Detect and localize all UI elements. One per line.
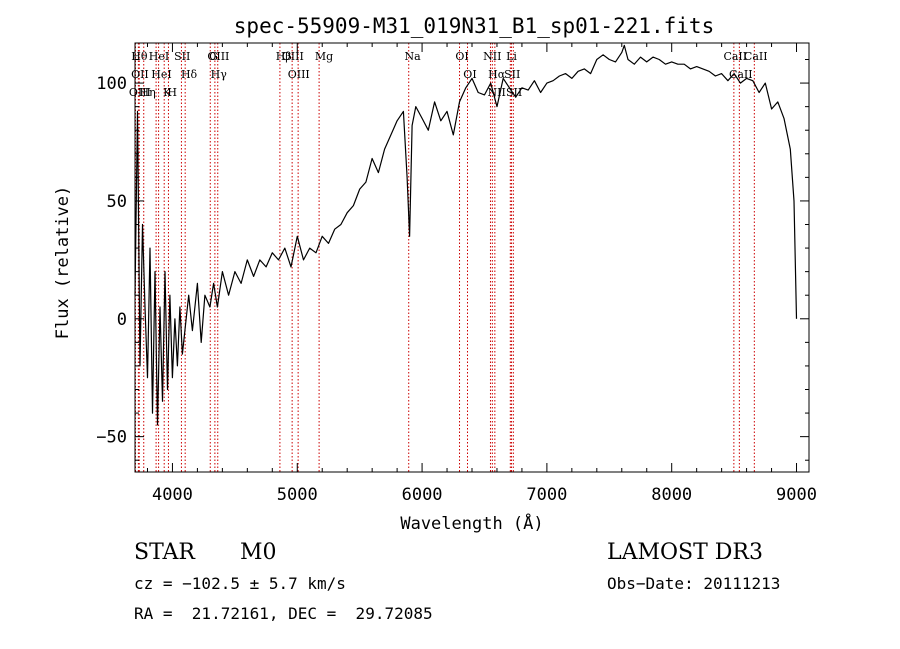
line-label: SII — [504, 68, 520, 81]
line-label: OIII — [129, 86, 151, 99]
line-label: H — [167, 86, 177, 99]
line-label: HeI — [151, 68, 171, 81]
plot-frame — [134, 42, 810, 473]
line-label: CaII — [723, 50, 747, 63]
line-label: OII — [131, 68, 149, 81]
y-tick-label: −50 — [96, 428, 127, 448]
line-label: Hγ — [211, 68, 228, 81]
x-tick-label: 4000 — [152, 485, 193, 505]
y-tick-label: 100 — [96, 74, 127, 94]
x-tick-label: 6000 — [402, 485, 443, 505]
line-label: CaII — [729, 68, 753, 81]
line-label: NII — [488, 86, 506, 99]
line-label: OI — [455, 50, 468, 63]
coordinates: RA = 21.72161, DEC = 29.72085 — [134, 604, 433, 623]
object-class: STAR — [134, 540, 195, 565]
line-label: Hη — [140, 86, 156, 99]
line-label: Na — [405, 50, 422, 63]
line-label: CaII — [744, 50, 768, 63]
line-label: NII — [483, 50, 501, 63]
y-tick-label: 50 — [107, 192, 127, 212]
line-label: Hα — [488, 68, 506, 81]
line-label: HeI — [149, 50, 169, 63]
line-label: Hθ — [131, 50, 148, 63]
object-subclass: M0 — [240, 540, 277, 565]
line-label: Hβ — [276, 50, 292, 63]
spectrum-line — [134, 44, 798, 426]
line-label: OIII — [282, 50, 304, 63]
x-tick-label: 5000 — [277, 485, 318, 505]
line-label: G — [209, 50, 218, 63]
line-label: Hδ — [181, 68, 198, 81]
line-label: Li — [506, 50, 517, 63]
line-label: K — [163, 86, 172, 99]
x-tick-label: 8000 — [651, 485, 692, 505]
line-label: OI — [463, 68, 476, 81]
observation-date: Obs−Date: 20111213 — [607, 574, 781, 593]
chart-title: spec-55909-M31_019N31_B1_sp01-221.fits — [234, 14, 714, 38]
y-axis-label: Flux (relative) — [53, 186, 73, 340]
x-axis-label: Wavelength (Å) — [400, 512, 543, 534]
line-label: SII — [506, 86, 522, 99]
line-label: Mg — [315, 50, 333, 63]
redshift-velocity: cz = −102.5 ± 5.7 km/s — [134, 574, 346, 593]
line-label: OIII — [288, 68, 310, 81]
line-label: OIII — [207, 50, 229, 63]
line-label: SII — [174, 50, 190, 63]
y-tick-label: 0 — [117, 310, 127, 330]
survey-name: LAMOST DR3 — [607, 540, 763, 565]
x-tick-label: 7000 — [526, 485, 567, 505]
x-tick-label: 9000 — [776, 485, 817, 505]
